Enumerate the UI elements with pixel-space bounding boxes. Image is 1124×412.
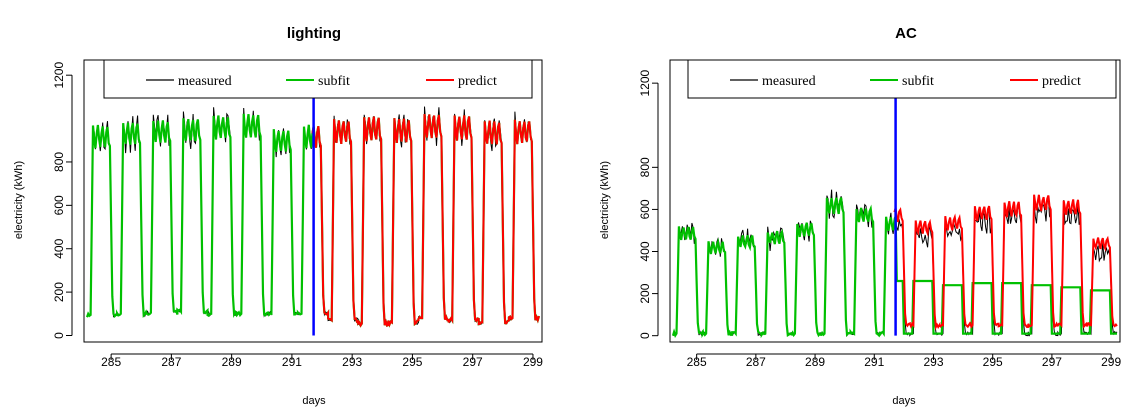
subfit-line (671, 197, 1117, 339)
series-lines (671, 83, 1118, 339)
y-axis-label: electricity (kWh) (599, 161, 611, 239)
x-axis-label: days (892, 395, 916, 407)
legend-box (103, 59, 533, 99)
x-tick-label: 289 (222, 355, 242, 369)
x-tick-label: 299 (523, 355, 543, 369)
x-tick-label: 295 (983, 355, 1003, 369)
legend-label-predict: predict (1042, 74, 1081, 89)
y-tick-label: 1200 (638, 69, 652, 96)
chart-title: lighting (287, 25, 341, 42)
y-tick-label: 600 (638, 199, 652, 219)
x-tick-label: 285 (101, 355, 121, 369)
x-tick-label: 297 (463, 355, 483, 369)
legend-label-measured: measured (762, 74, 816, 89)
y-tick-label: 200 (638, 283, 652, 303)
y-tick-label: 0 (52, 332, 66, 339)
x-tick-label: 287 (161, 355, 181, 369)
legend: measured subfit predict (103, 59, 533, 99)
y-tick-label: 0 (638, 332, 652, 339)
legend-label-subfit: subfit (318, 74, 350, 89)
chart-title: AC (895, 25, 917, 42)
legend-label-subfit: subfit (902, 74, 934, 89)
predict-line (311, 114, 540, 328)
y-tick-label: 200 (52, 282, 66, 302)
legend: measured subfit predict (687, 59, 1117, 99)
x-tick-label: 291 (864, 355, 884, 369)
series-lines (85, 83, 541, 336)
y-tick-label: 1200 (52, 62, 66, 89)
axes: 285 287 289 291 293 295 297 299 0 200 400 600 800 120… (638, 69, 1121, 369)
x-tick-label: 287 (746, 355, 766, 369)
ac-chart: AC 285 287 289 291 293 295 297 299 0 200 400 600 800… (599, 25, 1121, 407)
predict-line (893, 194, 1118, 331)
y-tick-label: 400 (638, 241, 652, 261)
x-tick-label: 293 (923, 355, 943, 369)
legend-box (687, 59, 1117, 99)
y-axis-label: electricity (kWh) (13, 161, 25, 239)
x-tick-label: 293 (342, 355, 362, 369)
x-tick-label: 297 (1042, 355, 1062, 369)
y-tick-label: 400 (52, 238, 66, 258)
x-tick-label: 295 (402, 355, 422, 369)
y-tick-label: 800 (638, 157, 652, 177)
y-tick-label: 600 (52, 195, 66, 215)
x-tick-label: 299 (1101, 355, 1121, 369)
legend-label-measured: measured (178, 74, 232, 89)
x-axis-label: days (302, 395, 326, 407)
x-tick-label: 289 (805, 355, 825, 369)
legend-label-predict: predict (458, 74, 497, 89)
axes: 285 287 289 291 293 295 297 299 0 200 400 600 800 120… (52, 62, 543, 369)
x-tick-label: 285 (687, 355, 707, 369)
lighting-chart: lighting 285 287 289 291 293 295 297 299 0 200 400… (13, 25, 543, 407)
y-tick-label: 800 (52, 152, 66, 172)
x-tick-label: 291 (282, 355, 302, 369)
